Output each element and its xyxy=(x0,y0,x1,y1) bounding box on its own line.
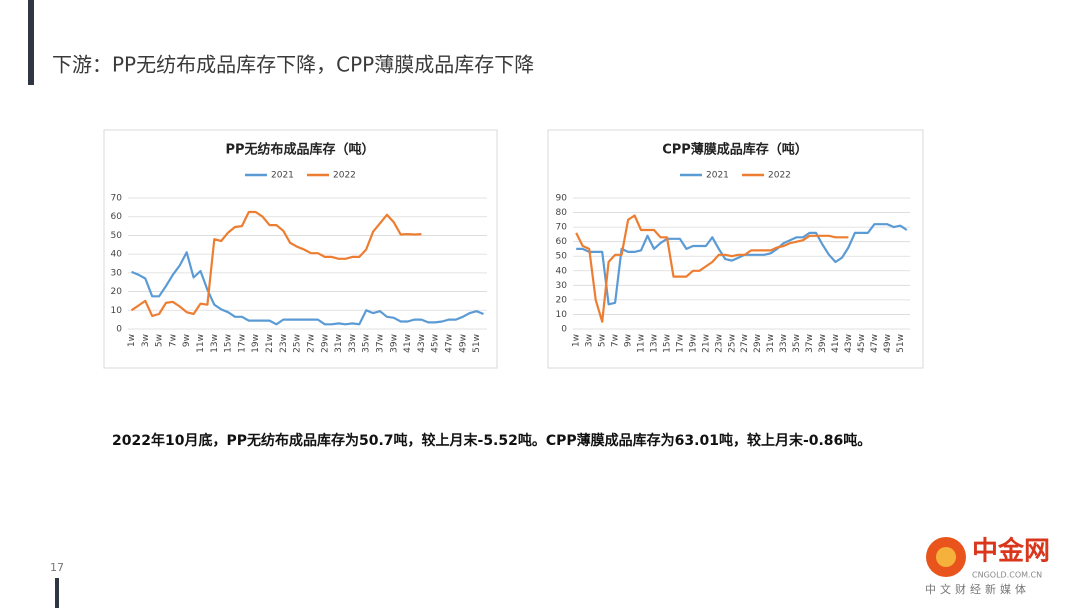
logo-url: CNGOLD.COM.CN xyxy=(972,571,1042,580)
x-tick-label: 9w xyxy=(182,334,192,347)
legend-label: 2021 xyxy=(271,171,294,181)
x-tick-label: 27w xyxy=(740,334,750,353)
x-tick-label: 35w xyxy=(792,334,802,353)
y-tick-label: 0 xyxy=(561,325,567,335)
x-tick-label: 3w xyxy=(585,334,595,347)
y-tick-label: 90 xyxy=(556,194,568,204)
x-tick-label: 5w xyxy=(155,334,165,347)
x-tick-label: 15w xyxy=(662,334,672,353)
legend-label: 2022 xyxy=(768,171,791,181)
y-tick-label: 80 xyxy=(556,208,568,218)
logo-name: 中金网 xyxy=(972,536,1050,567)
x-tick-label: 39w xyxy=(818,334,828,353)
x-tick-label: 1w xyxy=(572,334,582,347)
x-tick-label: 41w xyxy=(831,334,841,353)
x-tick-label: 45w xyxy=(431,334,441,353)
y-tick-label: 10 xyxy=(556,310,568,320)
legend-label: 2022 xyxy=(333,171,356,181)
body-text: 2022年10月底，PP无纺布成品库存为50.7吨，较上月末-5.52吨。CPP… xyxy=(112,432,871,449)
series-line xyxy=(131,251,484,326)
x-tick-label: 7w xyxy=(168,334,178,347)
y-tick-label: 50 xyxy=(556,252,568,262)
x-tick-label: 33w xyxy=(779,334,789,353)
x-tick-label: 39w xyxy=(389,334,399,353)
x-tick-label: 43w xyxy=(417,334,427,353)
x-tick-label: 13w xyxy=(210,334,220,353)
series-line xyxy=(576,223,908,306)
x-tick-label: 11w xyxy=(637,334,647,353)
page-number: 17 xyxy=(50,561,64,574)
x-tick-label: 15w xyxy=(224,334,234,353)
x-tick-label: 49w xyxy=(458,334,468,353)
x-tick-label: 35w xyxy=(362,334,372,353)
chart-title: PP无纺布成品库存（吨） xyxy=(225,142,374,158)
x-tick-label: 21w xyxy=(265,334,275,353)
y-tick-label: 10 xyxy=(111,306,123,316)
x-tick-label: 25w xyxy=(727,334,737,353)
accent-bar xyxy=(28,0,34,85)
y-tick-label: 20 xyxy=(111,287,123,297)
logo-icon-inner xyxy=(936,547,956,567)
x-tick-label: 29w xyxy=(753,334,763,353)
x-tick-label: 3w xyxy=(141,334,151,347)
y-tick-label: 0 xyxy=(116,325,122,335)
series-line xyxy=(130,210,422,317)
x-tick-label: 19w xyxy=(251,334,261,353)
series-line xyxy=(575,214,849,323)
chart-frame xyxy=(547,129,924,369)
x-tick-label: 11w xyxy=(196,334,206,353)
y-tick-label: 70 xyxy=(111,194,123,204)
logo-slogan: 中文财经新媒体 xyxy=(925,582,1030,596)
y-tick-label: 40 xyxy=(556,266,568,276)
x-tick-label: 47w xyxy=(445,334,455,353)
x-tick-label: 17w xyxy=(675,334,685,353)
y-tick-label: 20 xyxy=(556,295,568,305)
x-tick-label: 23w xyxy=(714,334,724,353)
y-tick-label: 40 xyxy=(111,250,123,260)
x-tick-label: 1w xyxy=(127,334,137,347)
x-tick-label: 37w xyxy=(375,334,385,353)
x-tick-label: 27w xyxy=(306,334,316,353)
x-tick-label: 47w xyxy=(870,334,880,353)
y-tick-label: 70 xyxy=(556,223,568,233)
y-tick-label: 50 xyxy=(111,231,123,241)
x-tick-label: 5w xyxy=(598,334,608,347)
y-tick-label: 60 xyxy=(556,237,568,247)
footer-bar xyxy=(55,578,59,608)
y-tick-label: 30 xyxy=(556,281,568,291)
x-tick-label: 31w xyxy=(334,334,344,353)
x-tick-label: 7w xyxy=(611,334,621,347)
slide-title: 下游：PP无纺布成品库存下降，CPP薄膜成品库存下降 xyxy=(52,53,534,77)
x-tick-label: 41w xyxy=(403,334,413,353)
x-tick-label: 9w xyxy=(624,334,634,347)
chart-title: CPP薄膜成品库存（吨） xyxy=(662,142,808,158)
x-tick-label: 43w xyxy=(844,334,854,353)
x-tick-label: 49w xyxy=(883,334,893,353)
x-tick-label: 17w xyxy=(237,334,247,353)
legend-label: 2021 xyxy=(706,171,729,181)
x-tick-label: 23w xyxy=(279,334,289,353)
x-tick-label: 51w xyxy=(472,334,482,353)
x-tick-label: 33w xyxy=(348,334,358,353)
y-tick-label: 60 xyxy=(111,212,123,222)
x-tick-label: 29w xyxy=(320,334,330,353)
x-tick-label: 37w xyxy=(805,334,815,353)
x-tick-label: 13w xyxy=(650,334,660,353)
x-tick-label: 19w xyxy=(688,334,698,353)
x-tick-label: 45w xyxy=(857,334,867,353)
x-tick-label: 25w xyxy=(293,334,303,353)
x-tick-label: 51w xyxy=(896,334,906,353)
x-tick-label: 31w xyxy=(766,334,776,353)
x-tick-label: 21w xyxy=(701,334,711,353)
y-tick-label: 30 xyxy=(111,268,123,278)
